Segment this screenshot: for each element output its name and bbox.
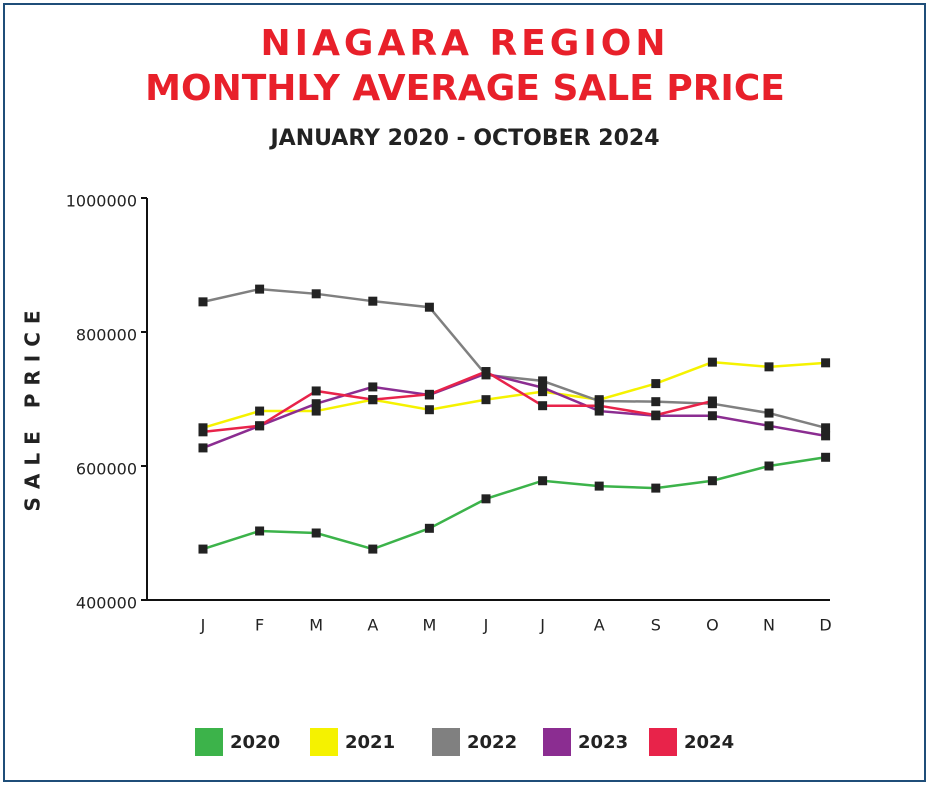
data-point xyxy=(424,523,434,533)
legend-swatch xyxy=(649,728,677,756)
x-tick-label: O xyxy=(706,616,719,635)
data-point xyxy=(424,389,434,399)
chart-title: NIAGARA REGION xyxy=(261,23,670,64)
data-point xyxy=(651,379,661,389)
x-tick-label: J xyxy=(200,616,206,635)
data-point xyxy=(481,395,491,405)
data-point xyxy=(594,396,604,406)
data-point xyxy=(368,382,378,392)
data-point xyxy=(821,452,831,462)
y-tick-label: 800000 xyxy=(76,326,137,345)
data-point xyxy=(198,297,208,307)
x-tick-label: N xyxy=(763,616,775,635)
legend-label: 2024 xyxy=(684,732,734,753)
legend-label: 2021 xyxy=(345,732,395,753)
frame xyxy=(3,3,926,782)
data-point xyxy=(707,411,717,421)
data-point xyxy=(594,406,604,416)
y-tick-label: 1000000 xyxy=(66,192,137,211)
chart-title: MONTHLY AVERAGE SALE PRICE xyxy=(145,68,785,109)
data-point xyxy=(707,396,717,406)
data-point xyxy=(368,544,378,554)
data-point xyxy=(538,401,548,411)
legend-swatch xyxy=(310,728,338,756)
data-point xyxy=(311,528,321,538)
series-line xyxy=(202,372,826,450)
legend-swatch xyxy=(195,728,223,756)
data-point xyxy=(651,397,661,407)
x-tick-label: M xyxy=(422,616,436,635)
legend-label: 2020 xyxy=(230,732,280,753)
data-point xyxy=(311,289,321,299)
data-point xyxy=(424,302,434,312)
x-tick-label: A xyxy=(367,616,378,635)
y-tick-label: 600000 xyxy=(76,460,137,479)
data-point xyxy=(821,358,831,368)
data-point xyxy=(481,494,491,504)
series-line xyxy=(202,456,826,551)
legend-swatch xyxy=(432,728,460,756)
data-point xyxy=(594,481,604,491)
y-axis-label: SALE PRICE xyxy=(21,302,45,511)
data-point xyxy=(311,406,321,416)
data-point xyxy=(651,410,661,420)
data-point xyxy=(255,526,265,536)
data-point xyxy=(821,423,831,433)
data-point xyxy=(764,421,774,431)
y-tick-label: 400000 xyxy=(76,594,137,613)
legend-label: 2023 xyxy=(578,732,628,753)
data-point xyxy=(198,427,208,437)
data-point xyxy=(368,296,378,306)
series-line xyxy=(202,370,713,434)
data-point xyxy=(538,383,548,393)
data-point xyxy=(594,401,604,411)
data-point xyxy=(311,399,321,409)
data-point xyxy=(538,476,548,486)
x-tick-label: D xyxy=(819,616,831,635)
x-tick-label: M xyxy=(309,616,323,635)
data-point xyxy=(424,405,434,415)
x-tick-label: F xyxy=(255,616,264,635)
data-point xyxy=(255,406,265,416)
series-line xyxy=(202,287,826,430)
legend-swatch xyxy=(543,728,571,756)
x-tick-label: S xyxy=(651,616,661,635)
legend-label: 2022 xyxy=(467,732,517,753)
data-point xyxy=(198,443,208,453)
data-point xyxy=(764,362,774,372)
series-line xyxy=(202,360,826,430)
data-point xyxy=(538,376,548,386)
x-tick-label: J xyxy=(483,616,489,635)
data-point xyxy=(255,284,265,294)
x-tick-label: J xyxy=(539,616,545,635)
data-point xyxy=(707,476,717,486)
data-point xyxy=(481,367,491,377)
data-point xyxy=(764,408,774,418)
data-point xyxy=(707,357,717,367)
data-point xyxy=(764,461,774,471)
data-point xyxy=(651,483,661,493)
chart-subtitle: JANUARY 2020 - OCTOBER 2024 xyxy=(268,126,659,151)
data-point xyxy=(821,431,831,441)
data-point xyxy=(198,544,208,554)
data-point xyxy=(368,395,378,405)
data-point xyxy=(255,421,265,431)
x-tick-label: A xyxy=(594,616,605,635)
data-point xyxy=(311,386,321,396)
